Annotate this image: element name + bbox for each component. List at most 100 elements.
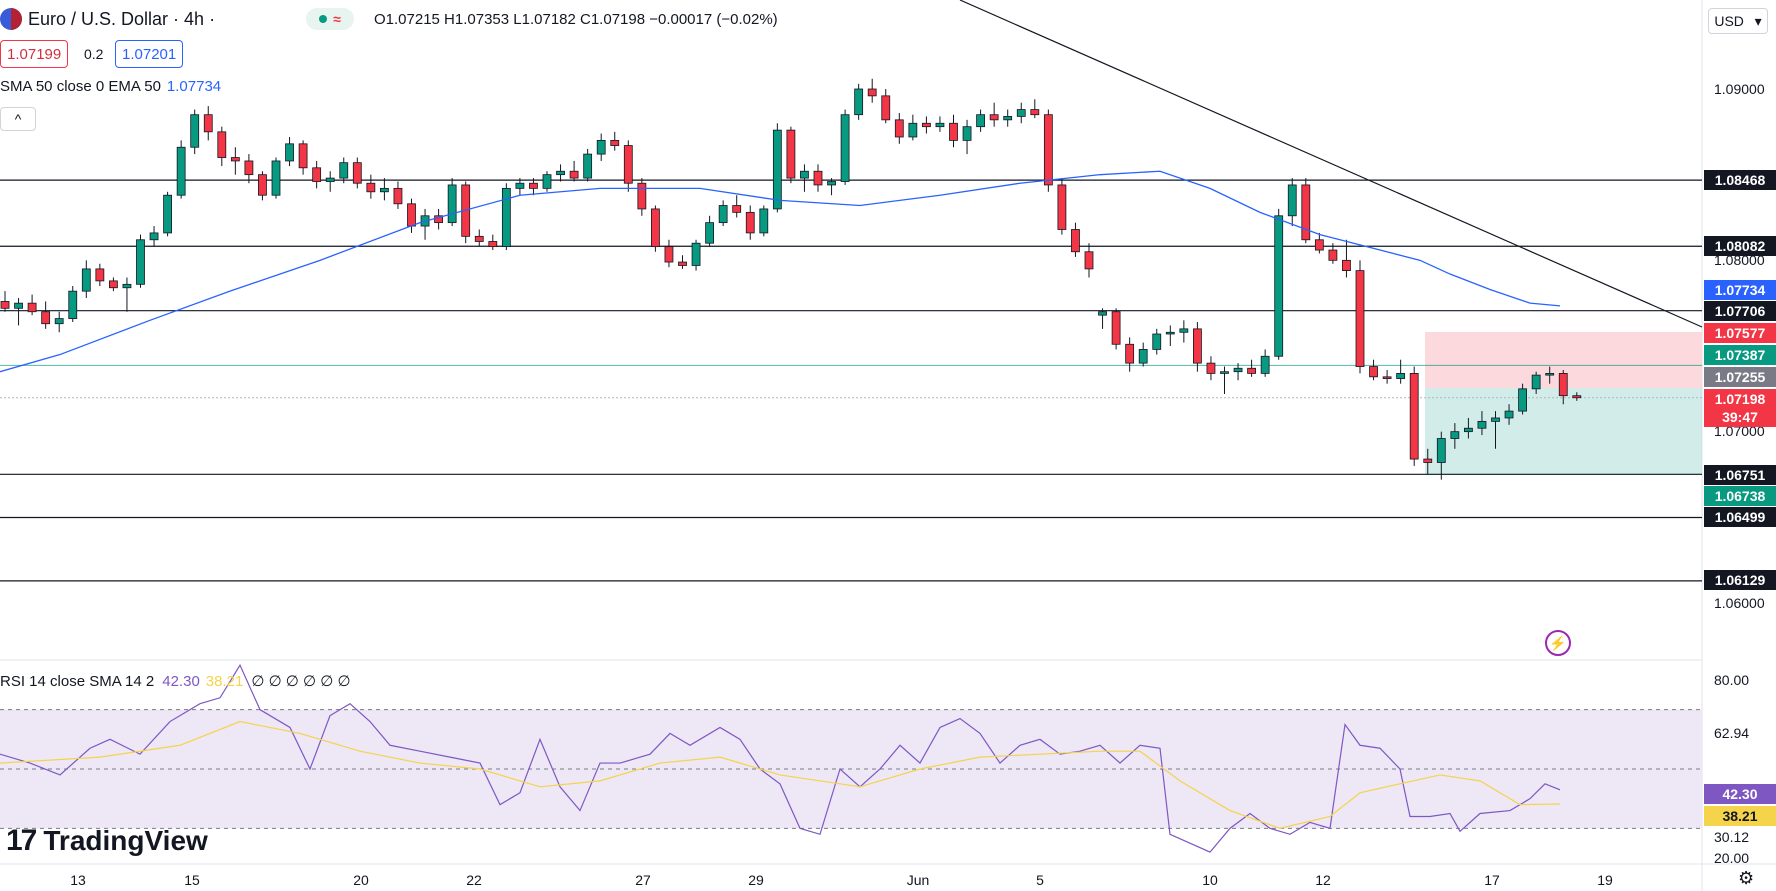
time-axis-label: 15 xyxy=(184,872,200,888)
ema-indicator-legend[interactable]: SMA 50 close 0 EMA 50 1.07734 xyxy=(0,78,221,95)
candle-down xyxy=(1423,458,1433,463)
price-tag: 1.06738 xyxy=(1704,486,1776,506)
symbol-title[interactable]: Euro / U.S. Dollar · 4h · xyxy=(28,8,216,29)
candle-up xyxy=(1396,373,1406,379)
tradingview-logo-icon: 17 xyxy=(6,824,37,857)
candle-up xyxy=(68,290,78,319)
candle-down xyxy=(0,301,10,309)
time-axis-label: 10 xyxy=(1202,872,1218,888)
candle-down xyxy=(352,162,362,184)
candle-up xyxy=(1220,371,1229,374)
candle-down xyxy=(244,160,254,176)
spread-value: 0.2 xyxy=(84,46,104,62)
candle-down xyxy=(1355,270,1365,367)
candle-up xyxy=(772,129,782,210)
candle-up xyxy=(325,177,335,182)
delayed-data-icon: ≈ xyxy=(333,11,341,27)
candle-down xyxy=(894,119,904,138)
candle-down xyxy=(989,114,999,121)
ema-50-line xyxy=(0,170,1561,373)
candle-up xyxy=(935,122,945,128)
currency-selector[interactable]: USD ▾ xyxy=(1708,8,1768,34)
candle-up xyxy=(1016,109,1026,117)
time-axis-label: 19 xyxy=(1597,872,1613,888)
rsi-axis-label: 20.00 xyxy=(1714,850,1750,866)
candle-up xyxy=(149,232,159,241)
currency-label: USD xyxy=(1714,13,1744,29)
price-axis-label: 1.06000 xyxy=(1714,595,1765,611)
ohlc-readout: O1.07215 H1.07353 L1.07182 C1.07198 −0.0… xyxy=(374,11,778,28)
candle-down xyxy=(881,95,891,121)
candle-down xyxy=(393,187,403,205)
candle-up xyxy=(1260,355,1270,374)
candle-down xyxy=(1030,109,1040,116)
price-tag: 1.06499 xyxy=(1704,507,1776,527)
candle-up xyxy=(962,126,972,141)
collapse-legend-button[interactable]: ^ xyxy=(0,107,36,131)
rsi-legend[interactable]: RSI 14 close SMA 14 2 42.30 38.21 ∅ ∅ ∅ ∅ ∅… xyxy=(0,672,351,690)
price-tag: 1.08082 xyxy=(1704,236,1776,256)
candle-up xyxy=(81,268,91,292)
candle-down xyxy=(203,114,213,133)
candle-down xyxy=(258,174,267,196)
price-tag: 1.07706 xyxy=(1704,301,1776,321)
candle-up xyxy=(379,187,389,193)
candle-up xyxy=(54,318,64,325)
symbol-header[interactable]: Euro / U.S. Dollar · 4h · xyxy=(0,8,215,30)
candle-down xyxy=(651,208,660,248)
candle-up xyxy=(339,162,349,179)
gear-icon[interactable]: ⚙ xyxy=(1738,868,1755,888)
candle-up xyxy=(14,302,23,309)
candle-up xyxy=(1464,427,1473,433)
time-axis-label: 17 xyxy=(1484,872,1500,888)
candle-down xyxy=(1342,259,1351,272)
bolt-icon[interactable]: ⚡ xyxy=(1545,630,1571,656)
candle-up xyxy=(271,160,281,196)
candle-up xyxy=(285,143,294,162)
chevron-up-icon: ^ xyxy=(14,111,22,127)
price-tag: 1.07577 xyxy=(1704,323,1776,343)
rsi-axis-label: 62.94 xyxy=(1714,725,1750,741)
time-axis-label: 12 xyxy=(1315,872,1331,888)
time-axis-label: 29 xyxy=(748,872,764,888)
candle-down xyxy=(1043,114,1053,186)
buy-price-button[interactable]: 1.07201 xyxy=(115,40,184,68)
candle-down xyxy=(1558,373,1568,397)
candle-up xyxy=(163,194,173,234)
price-tag: 1.07387 xyxy=(1704,345,1776,365)
candle-down xyxy=(1125,343,1135,364)
price-tag: 1.07198 xyxy=(1704,389,1776,409)
candle-down xyxy=(813,170,823,186)
candle-up xyxy=(190,114,200,148)
candle-down xyxy=(922,122,931,128)
candle-up xyxy=(705,222,714,244)
candle-up xyxy=(1287,184,1297,217)
candle-up xyxy=(1531,374,1541,390)
candle-down xyxy=(745,211,755,234)
candle-down xyxy=(786,129,796,179)
candle-down xyxy=(1247,367,1256,374)
candle-down xyxy=(407,203,416,227)
candle-up xyxy=(1477,420,1487,429)
candle-down xyxy=(678,261,687,266)
candle-down xyxy=(949,122,958,141)
rsi-value-tag: 38.21 xyxy=(1704,806,1776,826)
candle-down xyxy=(366,182,376,193)
rsi-sma-legend-value: 38.21 xyxy=(205,673,244,690)
descending-trendline xyxy=(959,0,1703,328)
market-status-pill[interactable]: ≈ xyxy=(306,8,354,30)
candle-down xyxy=(41,311,51,325)
candle-up xyxy=(1152,333,1162,350)
rsi-axis-label: 30.12 xyxy=(1714,829,1750,845)
candle-down xyxy=(1071,229,1080,253)
candle-up xyxy=(691,242,701,266)
candle-down xyxy=(1084,251,1094,270)
candle-up xyxy=(1518,388,1527,412)
sell-price-button[interactable]: 1.07199 xyxy=(0,40,69,68)
candle-down xyxy=(95,268,105,282)
chevron-down-icon: ▾ xyxy=(1754,12,1762,29)
time-axis-label: 20 xyxy=(353,872,369,888)
candle-down xyxy=(1572,395,1582,399)
